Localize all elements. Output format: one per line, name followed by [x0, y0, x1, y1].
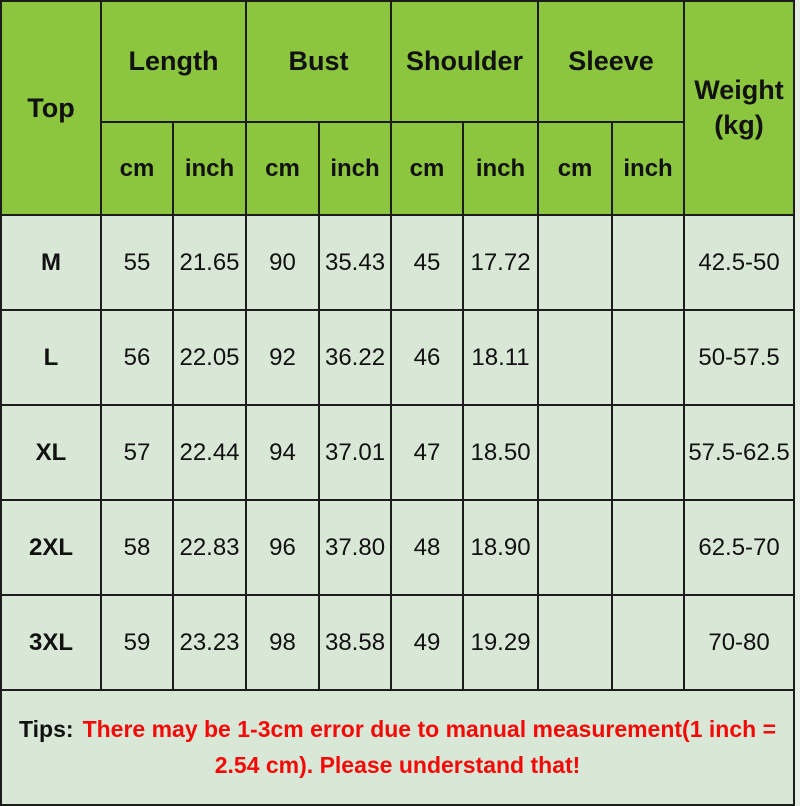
table-row-xl: XL 57 22.44 94 37.01 47 18.50 57.5-62.5 [0, 404, 796, 501]
unit-length-cm: cm [100, 121, 174, 216]
table-row-m: M 55 21.65 90 35.43 45 17.72 42.5-50 [0, 214, 796, 311]
cell-length-inch: 22.83 [171, 499, 248, 596]
cell-length-inch: 22.44 [171, 404, 248, 501]
unit-sleeve-inch: inch [611, 121, 686, 216]
size-label: XL [0, 404, 102, 501]
cell-shoulder-cm: 48 [390, 499, 465, 596]
group-header-shoulder: Shoulder [390, 0, 540, 123]
cell-shoulder-cm: 49 [390, 594, 465, 691]
size-label: L [0, 309, 102, 406]
cell-bust-cm: 98 [245, 594, 321, 691]
unit-bust-cm: cm [245, 121, 321, 216]
header-unit-row: cm inch cm inch cm inch cm inch [1, 121, 794, 216]
cell-length-cm: 58 [100, 499, 174, 596]
cell-weight: 50-57.5 [683, 309, 796, 406]
cell-sleeve-cm [537, 404, 614, 501]
cell-length-inch: 23.23 [171, 594, 248, 691]
cell-length-inch: 22.05 [171, 309, 248, 406]
cell-sleeve-cm [537, 214, 614, 311]
cell-weight: 57.5-62.5 [683, 404, 796, 501]
cell-bust-inch: 37.01 [318, 404, 393, 501]
cell-length-inch: 21.65 [171, 214, 248, 311]
cell-shoulder-inch: 17.72 [462, 214, 540, 311]
cell-sleeve-cm [537, 309, 614, 406]
cell-shoulder-inch: 19.29 [462, 594, 540, 691]
unit-bust-inch: inch [318, 121, 393, 216]
size-label: 2XL [0, 499, 102, 596]
group-header-length: Length [99, 0, 248, 123]
cell-sleeve-inch [611, 404, 686, 501]
weight-header: Weight (kg) [683, 0, 796, 216]
cell-bust-inch: 36.22 [318, 309, 393, 406]
cell-sleeve-inch [611, 214, 686, 311]
cell-bust-cm: 92 [245, 309, 321, 406]
cell-length-cm: 57 [100, 404, 174, 501]
size-label: M [0, 214, 102, 311]
tips-text: There may be 1-3cm error due to manual m… [82, 715, 776, 778]
cell-shoulder-cm: 47 [390, 404, 465, 501]
cell-length-cm: 55 [100, 214, 174, 311]
tips-cell: Tips: There may be 1-3cm error due to man… [0, 689, 796, 806]
table-row-2xl: 2XL 58 22.83 96 37.80 48 18.90 62.5-70 [0, 499, 796, 596]
cell-weight: 62.5-70 [683, 499, 796, 596]
cell-length-cm: 56 [100, 309, 174, 406]
cell-bust-inch: 35.43 [318, 214, 393, 311]
cell-shoulder-inch: 18.50 [462, 404, 540, 501]
group-header-sleeve: Sleeve [537, 0, 686, 123]
cell-bust-inch: 38.58 [318, 594, 393, 691]
cell-bust-inch: 37.80 [318, 499, 393, 596]
table-row-3xl: 3XL 59 23.23 98 38.58 49 19.29 70-80 [0, 594, 796, 691]
cell-shoulder-cm: 46 [390, 309, 465, 406]
cell-weight: 42.5-50 [683, 214, 796, 311]
cell-bust-cm: 94 [245, 404, 321, 501]
size-label: 3XL [0, 594, 102, 691]
unit-sleeve-cm: cm [537, 121, 614, 216]
cell-sleeve-cm [537, 499, 614, 596]
cell-bust-cm: 90 [245, 214, 321, 311]
cell-sleeve-cm [537, 594, 614, 691]
cell-shoulder-inch: 18.90 [462, 499, 540, 596]
group-header-bust: Bust [245, 0, 393, 123]
tips-prefix: Tips: [19, 715, 74, 742]
cell-bust-cm: 96 [245, 499, 321, 596]
cell-sleeve-inch [611, 309, 686, 406]
tips-row: Tips: There may be 1-3cm error due to man… [0, 689, 796, 806]
cell-length-cm: 59 [100, 594, 174, 691]
cell-weight: 70-80 [683, 594, 796, 691]
unit-shoulder-cm: cm [390, 121, 465, 216]
unit-shoulder-inch: inch [462, 121, 540, 216]
cell-sleeve-inch [611, 499, 686, 596]
table-row-l: L 56 22.05 92 36.22 46 18.11 50-57.5 [0, 309, 796, 406]
cell-shoulder-cm: 45 [390, 214, 465, 311]
unit-length-inch: inch [171, 121, 248, 216]
cell-sleeve-inch [611, 594, 686, 691]
header-group-row: Top Length Bust Shoulder Sleeve Weight (… [0, 0, 796, 216]
cell-shoulder-inch: 18.11 [462, 309, 540, 406]
corner-label: Top [0, 0, 102, 216]
